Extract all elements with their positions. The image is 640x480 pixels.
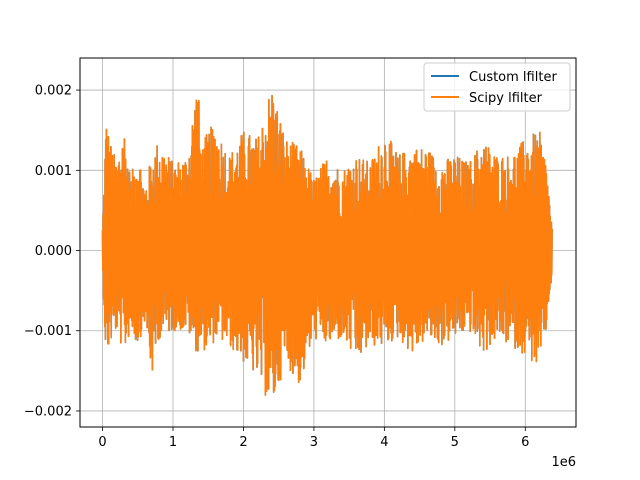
series-line-scipy-lfilter (101, 94, 553, 396)
legend-box (423, 62, 571, 112)
x-tick-label: 1 (169, 435, 177, 450)
y-axis-ticks: −0.002 −0.001 0.000 0.001 0.002 (24, 84, 80, 419)
x-tick-label: 6 (521, 435, 529, 450)
legend: Custom lfilter Scipy lfilter (423, 62, 571, 112)
x-axis-ticks: 0 1 2 3 4 5 6 (98, 427, 529, 450)
x-axis-offset-label: 1e6 (551, 455, 576, 470)
plot-frame (79, 57, 577, 428)
x-tick-label: 4 (380, 435, 388, 450)
legend-label-custom-lfilter: Custom lfilter (469, 70, 557, 85)
x-tick-label: 3 (310, 435, 318, 450)
x-tick-label: 5 (451, 435, 459, 450)
series-group (101, 94, 553, 396)
y-tick-label: −0.001 (24, 324, 72, 339)
y-tick-label: 0.000 (35, 244, 72, 259)
y-tick-label: 0.002 (35, 84, 72, 99)
legend-label-scipy-lfilter: Scipy lfilter (469, 91, 543, 106)
x-tick-label: 2 (239, 435, 247, 450)
y-tick-label: 0.001 (35, 164, 72, 179)
y-tick-label: −0.002 (24, 404, 72, 419)
x-tick-label: 0 (98, 435, 106, 450)
